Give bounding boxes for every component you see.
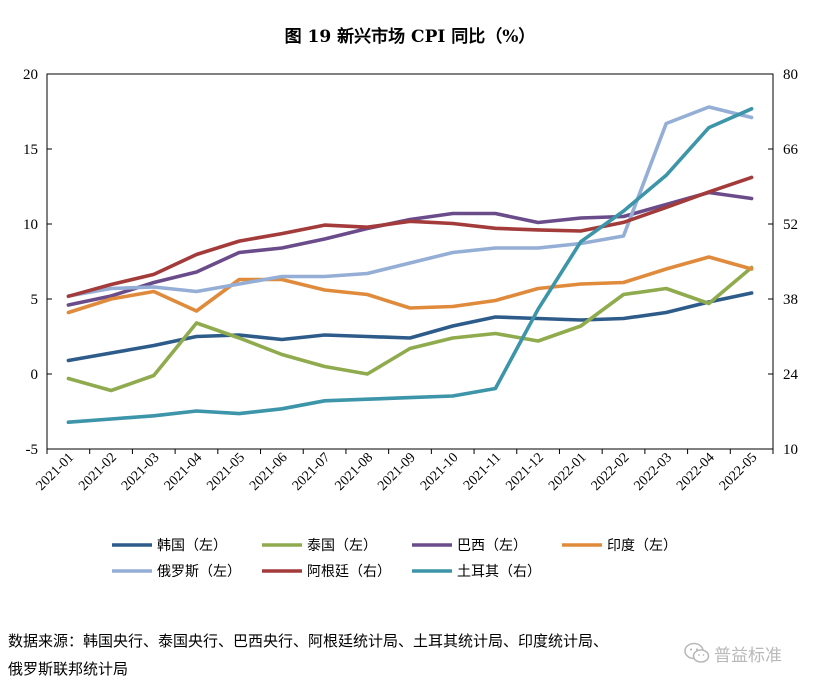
left-tick-label: 20 (23, 67, 38, 83)
right-axis-ticks: 10 24 38 52 66 80 (768, 67, 799, 458)
right-tick-label: 38 (783, 292, 798, 308)
left-tick-label: 15 (23, 142, 38, 158)
x-tick-label: 2021-03 (119, 450, 163, 494)
left-axis-ticks: -5 0 5 10 15 20 (23, 67, 52, 458)
x-axis-ticks: 2021-01 2021-02 2021-03 2021-04 2021-05 2021-… (34, 449, 774, 494)
left-tick-label: 5 (31, 292, 39, 308)
x-tick-label: 2021-04 (162, 450, 206, 494)
x-tick-label: 2022-05 (717, 450, 761, 494)
legend-label: 俄罗斯（左） (157, 564, 241, 580)
right-tick-label: 66 (783, 142, 799, 158)
right-tick-label: 80 (783, 67, 798, 83)
x-tick-label: 2021-06 (247, 450, 291, 494)
wechat-icon (684, 642, 710, 663)
x-tick-label: 2021-10 (418, 450, 462, 494)
plot-frame (46, 73, 774, 450)
x-tick-label: 2022-01 (546, 450, 590, 494)
series-line (66, 265, 754, 393)
x-tick-label: 2022-03 (631, 450, 675, 494)
x-tick-label: 2021-01 (34, 450, 78, 494)
x-tick-label: 2021-12 (503, 450, 547, 494)
x-tick-label: 2021-05 (204, 450, 248, 494)
x-tick-label: 2021-09 (375, 450, 419, 494)
plot-border (46, 73, 774, 450)
legend-label: 韩国（左） (157, 538, 227, 554)
x-tick-label: 2021-07 (290, 450, 334, 494)
source-line-1: 数据来源：韩国央行、泰国央行、巴西央行、阿根廷统计局、土耳其统计局、印度统计局、 (8, 632, 609, 650)
x-tick-label: 2022-04 (674, 450, 718, 494)
right-tick-label: 52 (783, 217, 798, 233)
series-line (66, 190, 754, 307)
source-line-2: 俄罗斯联邦统计局 (8, 660, 129, 678)
left-tick-label: -5 (26, 442, 39, 458)
series-line (66, 107, 754, 425)
x-tick-label: 2021-08 (333, 450, 377, 494)
watermark: 普益标准 (684, 638, 812, 668)
series-line (66, 255, 754, 315)
watermark-text: 普益标准 (714, 645, 782, 666)
series-line (66, 175, 754, 299)
legend-label: 阿根廷（右） (307, 564, 391, 580)
x-tick-label: 2021-11 (461, 450, 504, 493)
legend-label: 印度（左） (607, 538, 677, 554)
x-tick-label: 2022-02 (589, 450, 633, 494)
left-tick-label: 10 (23, 217, 38, 233)
legend-label: 巴西（左） (457, 538, 527, 554)
chart-title: 图 19 新兴市场 CPI 同比（%） (285, 26, 536, 47)
legend: 韩国（左） 泰国（左） 巴西（左） 印度（左） 俄罗斯（左） 阿根廷（右） 土耳其（右） (112, 538, 677, 580)
x-tick-label: 2021-02 (76, 450, 120, 494)
left-tick-label: 0 (31, 367, 39, 383)
source-note: 数据来源：韩国央行、泰国央行、巴西央行、阿根廷统计局、土耳其统计局、印度统计局、… (8, 627, 808, 683)
right-tick-label: 10 (783, 442, 798, 458)
cpi-line-chart: 图 19 新兴市场 CPI 同比（%） -5 0 5 10 15 20 10 24 38 52 6… (23, 26, 799, 580)
series-lines (66, 105, 754, 425)
legend-label: 土耳其（右） (457, 564, 541, 580)
legend-label: 泰国（左） (307, 538, 377, 554)
right-tick-label: 24 (783, 367, 799, 383)
